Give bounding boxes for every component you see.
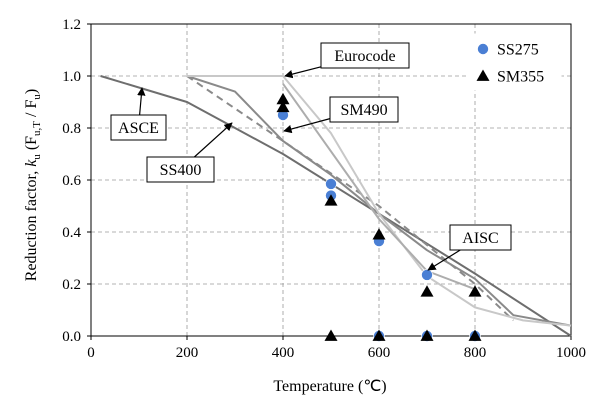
marker-sm355	[276, 92, 290, 105]
callout-label: SM490	[340, 102, 387, 119]
y-tick-label: 1.0	[62, 69, 81, 85]
marker-sm355	[324, 194, 338, 206]
legend-item-ss275: SS275	[477, 42, 539, 59]
y-tick-label: 0.6	[62, 173, 81, 189]
legend: SS275 SM355	[468, 33, 562, 91]
callout-label: ASCE	[118, 120, 159, 137]
callout-aisc: AISC	[427, 224, 512, 271]
callout-label: SS400	[160, 162, 202, 179]
y-tick-label: 0.0	[62, 329, 81, 345]
callout-eurocode: Eurocode	[284, 42, 410, 79]
marker-sm355	[468, 285, 482, 297]
y-axis-label: Reduction factor, ku (Fu,T / Fu)	[23, 89, 43, 281]
curve-sm490	[186, 75, 515, 322]
marker-sm355	[372, 228, 386, 240]
x-axis-label: Temperature (℃)	[273, 378, 386, 395]
x-tick-label: 0	[87, 345, 95, 361]
callout-box	[110, 114, 167, 141]
marker-ss275	[325, 178, 337, 190]
marker-sm355	[468, 329, 482, 341]
callout-box	[320, 42, 410, 69]
curve-aisc	[282, 83, 476, 291]
marker-sm355	[372, 329, 386, 341]
callout-arrow	[283, 118, 331, 134]
y-tick-label: 0.8	[62, 121, 81, 137]
callout-arrow	[427, 249, 461, 271]
callout-label: AISC	[462, 230, 498, 247]
callout-box	[146, 156, 215, 183]
callout-box	[329, 96, 399, 123]
x-tick-label: 400	[272, 345, 295, 361]
y-tick-label: 0.4	[62, 225, 81, 241]
data-markers	[276, 92, 482, 342]
marker-sm355	[420, 329, 434, 341]
legend-item-sm355: SM355	[476, 69, 544, 86]
callout-arrow	[193, 122, 233, 158]
marker-ss275	[421, 269, 433, 281]
y-tick-label: 1.2	[62, 17, 81, 33]
x-tick-label: 800	[464, 345, 487, 361]
y-tick-label: 0.2	[62, 277, 81, 293]
legend-marker-sm355	[476, 69, 490, 81]
x-tick-label: 1000	[556, 345, 586, 361]
x-tick-label: 200	[176, 345, 199, 361]
legend-marker-ss275	[477, 43, 489, 55]
marker-sm355	[324, 329, 338, 341]
marker-sm355	[420, 285, 434, 297]
legend-label: SS275	[497, 42, 539, 59]
callout-arrow	[284, 66, 322, 79]
marker-sm355	[276, 100, 290, 113]
callout-ss400: SS400	[146, 122, 233, 183]
callout-box	[449, 224, 512, 251]
callout-label: Eurocode	[334, 48, 395, 65]
legend-label: SM355	[497, 69, 544, 86]
curve-callouts: Eurocode SM490 ASCE SS400 AISC	[110, 42, 512, 271]
callout-arrow	[137, 87, 146, 116]
x-tick-label: 600	[368, 345, 391, 361]
callout-sm490: SM490	[283, 96, 399, 134]
callout-asce: ASCE	[110, 87, 167, 141]
